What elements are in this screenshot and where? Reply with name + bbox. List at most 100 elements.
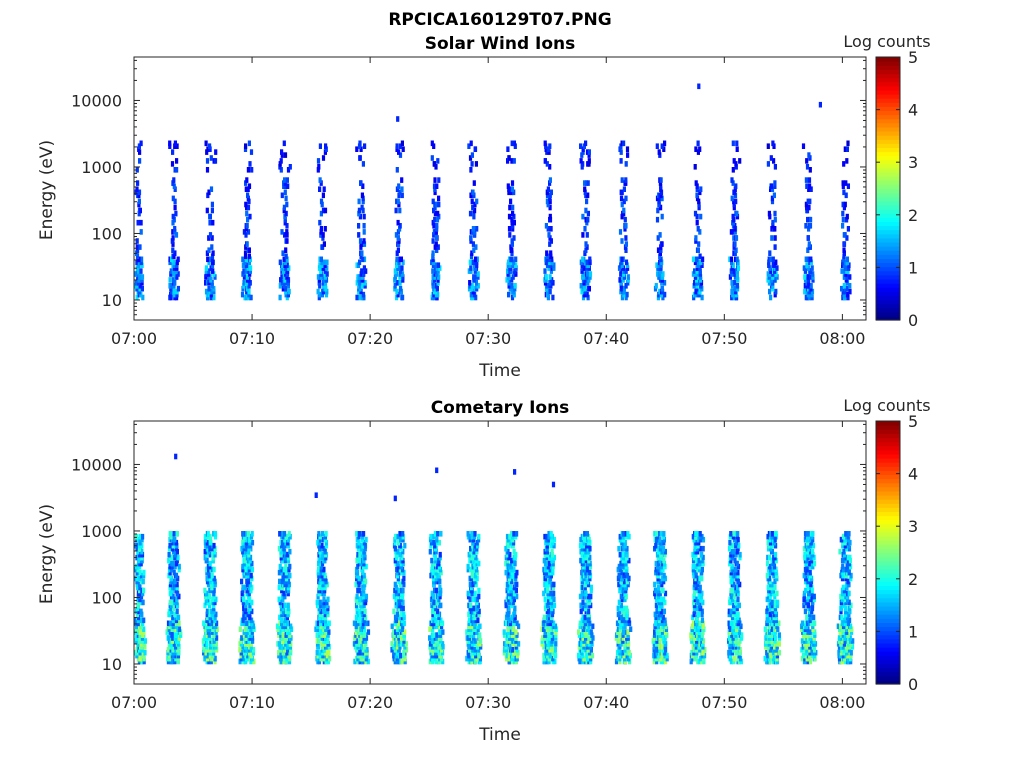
heatmap-cell xyxy=(692,536,696,543)
heatmap-cell xyxy=(658,277,663,283)
heatmap-cell xyxy=(400,177,404,183)
heatmap-cell xyxy=(242,629,246,635)
heatmap-cell xyxy=(174,560,179,567)
heatmap-cell xyxy=(429,647,433,653)
heatmap-cell xyxy=(658,288,662,295)
heatmap-cell xyxy=(655,569,660,576)
heatmap-cell xyxy=(428,635,432,641)
heatmap-cell xyxy=(139,560,143,567)
heatmap-cell xyxy=(214,611,218,618)
heatmap-cell xyxy=(662,539,666,546)
heatmap-cell xyxy=(470,641,474,647)
heatmap-cell xyxy=(282,539,286,546)
heatmap-cell xyxy=(653,531,657,537)
heatmap-cell xyxy=(583,593,587,600)
heatmap-cell xyxy=(516,649,520,656)
heatmap-cell xyxy=(362,611,366,618)
heatmap-cell xyxy=(511,210,515,217)
heatmap-cell xyxy=(206,652,210,659)
heatmap-cell xyxy=(728,256,732,263)
heatmap-cell xyxy=(473,629,477,635)
heatmap-cell xyxy=(169,288,173,295)
heatmap-cell xyxy=(550,602,554,609)
heatmap-cell xyxy=(660,629,665,635)
colorbar-segment xyxy=(876,237,900,243)
heatmap-cell xyxy=(437,274,441,280)
colorbar-label-solar-wind: Log counts xyxy=(843,32,930,51)
heatmap-cell xyxy=(698,271,702,277)
heatmap-cell xyxy=(322,277,326,283)
heatmap-cell xyxy=(472,560,476,567)
heatmap-cell xyxy=(693,641,697,647)
heatmap-cell xyxy=(248,539,252,546)
heatmap-cell xyxy=(587,614,591,621)
heatmap-cell xyxy=(730,280,734,286)
heatmap-cell xyxy=(512,219,516,226)
heatmap-cell xyxy=(434,232,438,238)
heatmap-cell xyxy=(212,566,216,573)
heatmap-cell xyxy=(471,617,476,624)
heatmap-cell xyxy=(475,575,479,582)
heatmap-cell xyxy=(470,533,474,540)
heatmap-cell xyxy=(355,531,359,537)
heatmap-cell xyxy=(626,652,631,659)
heatmap-cell xyxy=(703,647,707,653)
heatmap-cell xyxy=(390,641,394,647)
heatmap-cell xyxy=(545,647,549,653)
heatmap-cell xyxy=(241,271,245,277)
heatmap-cell xyxy=(248,596,252,603)
heatmap-cell xyxy=(431,268,435,274)
heatmap-cell xyxy=(549,593,553,600)
heatmap-cell xyxy=(361,542,365,549)
heatmap-cell xyxy=(511,629,515,635)
heatmap-cell xyxy=(168,569,172,576)
heatmap-cell xyxy=(618,626,622,632)
heatmap-cell xyxy=(394,620,398,627)
heatmap-cell xyxy=(466,649,470,656)
heatmap-cell xyxy=(549,536,554,543)
heatmap-cell xyxy=(545,608,549,615)
heatmap-cell xyxy=(582,641,586,647)
heatmap-cell xyxy=(657,149,661,155)
heatmap-cell xyxy=(136,605,140,612)
heatmap-cell xyxy=(625,608,629,615)
heatmap-cell xyxy=(620,238,624,244)
heatmap-cell xyxy=(615,632,619,638)
heatmap-cell xyxy=(585,578,589,585)
heatmap-cell xyxy=(244,186,248,192)
heatmap-cell xyxy=(399,563,403,570)
heatmap-cell xyxy=(546,617,550,624)
heatmap-cell xyxy=(320,201,324,208)
heatmap-cell xyxy=(769,268,773,274)
heatmap-cell xyxy=(582,539,586,546)
heatmap-cell xyxy=(662,560,667,567)
heatmap-cell xyxy=(363,629,367,635)
heatmap-cell xyxy=(730,259,734,266)
heatmap-cell xyxy=(734,164,738,170)
heatmap-cell xyxy=(283,189,287,196)
heatmap-cell xyxy=(438,629,442,635)
heatmap-cell xyxy=(545,602,550,609)
heatmap-cell xyxy=(731,572,735,579)
heatmap-cell xyxy=(729,256,734,263)
heatmap-cell xyxy=(545,658,549,665)
heatmap-cell xyxy=(548,626,552,632)
heatmap-cell xyxy=(700,617,704,624)
heatmap-cell xyxy=(585,531,589,537)
heatmap-cell xyxy=(392,632,396,638)
heatmap-cell xyxy=(284,291,288,298)
heatmap-cell xyxy=(137,280,141,286)
heatmap-cell xyxy=(658,590,662,597)
colorbar-segment xyxy=(876,287,900,292)
heatmap-cell xyxy=(729,658,733,665)
heatmap-cell xyxy=(581,560,585,567)
heatmap-cell xyxy=(176,647,180,653)
heatmap-cell xyxy=(244,201,248,208)
heatmap-cell xyxy=(554,632,558,638)
heatmap-cell xyxy=(846,268,850,274)
heatmap-cell xyxy=(471,652,475,659)
heatmap-cell xyxy=(204,268,208,274)
heatmap-cell xyxy=(398,189,402,196)
heatmap-cell xyxy=(470,623,474,630)
heatmap-cell xyxy=(653,629,657,635)
